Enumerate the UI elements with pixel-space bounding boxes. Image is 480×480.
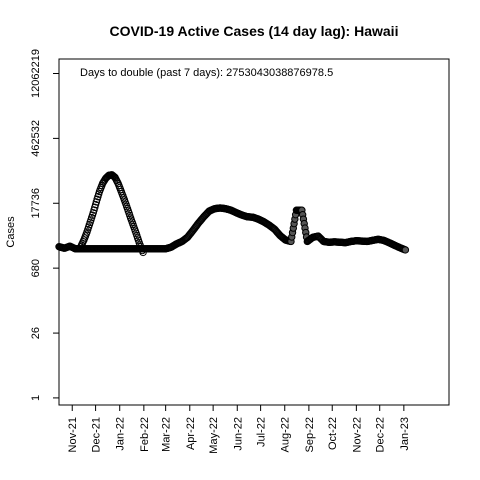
y-tick-label: 462532 bbox=[30, 120, 42, 157]
y-axis: 1 26 680 17736 462532 12062219 bbox=[30, 49, 59, 401]
y-tick-label: 680 bbox=[30, 259, 42, 277]
x-tick-label: Aug-22 bbox=[280, 417, 292, 452]
x-tick-label: Nov-22 bbox=[351, 417, 363, 452]
doubling-annotation: Days to double (past 7 days): 2753043038… bbox=[80, 67, 333, 79]
y-tick-label: 12062219 bbox=[30, 49, 42, 98]
y-tick-label: 17736 bbox=[30, 188, 42, 219]
y-tick-label: 1 bbox=[30, 395, 42, 401]
x-tick-label: Sep-22 bbox=[304, 417, 316, 452]
x-tick-label: Feb-22 bbox=[139, 417, 151, 452]
x-tick-label: Jan-23 bbox=[399, 417, 411, 451]
x-tick-label: Mar-22 bbox=[161, 417, 173, 452]
x-tick-label: Dec-22 bbox=[375, 417, 387, 452]
x-axis: Nov-21 Dec-21 Jan-22 Feb-22 Mar-22 Apr-22 May-… bbox=[67, 405, 411, 454]
x-tick-label: Jun-22 bbox=[232, 417, 244, 451]
y-tick-label: 26 bbox=[30, 327, 42, 339]
data-point bbox=[401, 246, 410, 254]
x-tick-label: May-22 bbox=[208, 417, 220, 454]
data-points bbox=[55, 171, 410, 257]
x-tick-label: Jul-22 bbox=[256, 417, 268, 447]
x-tick-label: Oct-22 bbox=[327, 417, 339, 450]
y-axis-label: Cases bbox=[5, 216, 17, 248]
chart-title: COVID-19 Active Cases (14 day lag): Hawa… bbox=[110, 23, 399, 39]
x-tick-label: Apr-22 bbox=[185, 417, 197, 450]
x-tick-label: Dec-21 bbox=[91, 417, 103, 452]
plot-area bbox=[58, 58, 450, 406]
x-tick-label: Nov-21 bbox=[67, 417, 79, 452]
x-tick-label: Jan-22 bbox=[115, 417, 127, 451]
